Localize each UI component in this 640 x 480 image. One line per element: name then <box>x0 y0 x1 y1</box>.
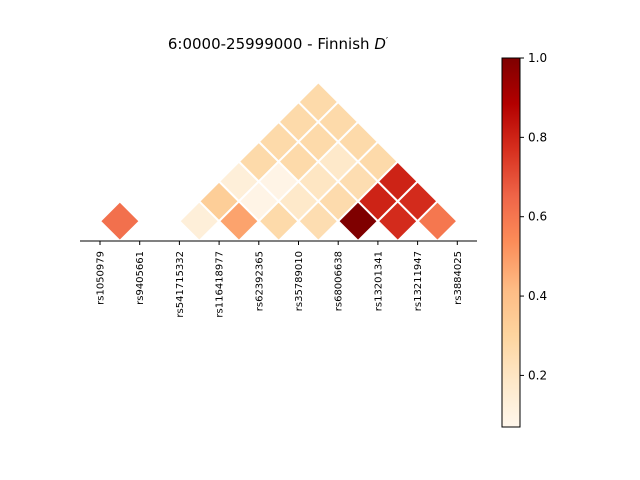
snp-label-rs13201341: rs13201341 <box>373 251 384 311</box>
x-axis-ticks: rs1050979 rs9405661 rs541715332 rs116418977… <box>96 241 464 318</box>
chart-title: 6:0000-25999000 - Finnish D′ <box>168 35 389 53</box>
colorbar-tick-label-0.2: 0.2 <box>528 368 547 382</box>
chart-title-symbol: D <box>374 35 386 53</box>
chart-title-prefix: 6:0000-25999000 - Finnish <box>168 35 374 53</box>
snp-label-rs116418977: rs116418977 <box>215 251 226 318</box>
snp-label-rs9405661: rs9405661 <box>135 251 146 305</box>
ld-cell-rs1050979-rs9405661 <box>98 199 142 243</box>
snp-label-rs541715332: rs541715332 <box>175 251 186 318</box>
colorbar-tick-label-1.0: 1.0 <box>528 51 547 65</box>
snp-label-rs13211947: rs13211947 <box>413 251 424 311</box>
colorbar-tick-label-0.6: 0.6 <box>528 210 547 224</box>
snp-label-rs68006638: rs68006638 <box>334 251 345 311</box>
snp-label-rs3884025: rs3884025 <box>453 251 464 305</box>
snp-label-rs62392365: rs62392365 <box>254 251 265 311</box>
colorbar-tick-label-0.4: 0.4 <box>528 289 547 303</box>
colorbar <box>501 57 521 428</box>
chart-title-prime: ′ <box>386 36 389 47</box>
snp-label-rs1050979: rs1050979 <box>96 251 107 305</box>
colorbar-tick-label-0.8: 0.8 <box>528 130 547 144</box>
colorbar-ticks: 0.2 0.4 0.6 0.8 1.0 <box>520 51 547 382</box>
heatmap-cells <box>98 80 459 243</box>
snp-label-rs35789010: rs35789010 <box>294 251 305 311</box>
